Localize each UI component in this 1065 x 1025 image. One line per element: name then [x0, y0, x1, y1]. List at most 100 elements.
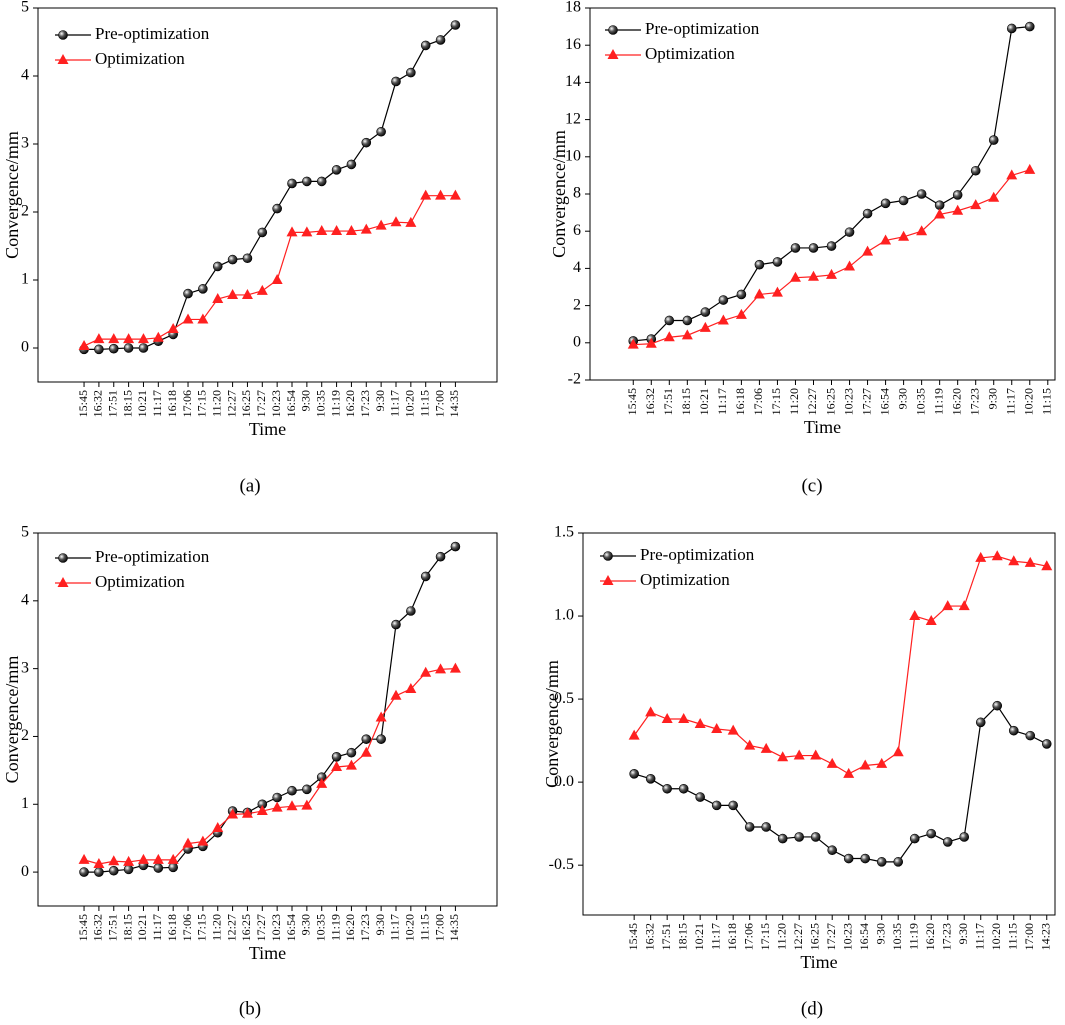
marker-triangle — [123, 333, 135, 344]
marker-circle — [108, 865, 119, 876]
marker-triangle — [345, 759, 357, 770]
x-tick-label: 10:23 — [269, 914, 283, 941]
x-tick-label: 10:20 — [1022, 388, 1036, 415]
x-tick-label: 12:27 — [805, 388, 819, 415]
marker-circle — [909, 833, 920, 844]
marker-circle — [376, 126, 386, 137]
y-tick-label: 8 — [573, 185, 581, 202]
legend-label: Pre-optimization — [640, 545, 755, 564]
marker-circle — [880, 198, 891, 209]
marker-circle — [79, 867, 89, 877]
marker-triangle — [807, 270, 819, 281]
marker-triangle — [952, 204, 964, 215]
marker-triangle — [227, 808, 239, 819]
y-tick-label: 2 — [21, 203, 29, 220]
legend-label: Pre-optimization — [95, 547, 210, 566]
marker-triangle — [810, 749, 822, 760]
marker-triangle — [301, 226, 313, 237]
x-tick-label: 10:23 — [841, 388, 855, 415]
marker-circle — [695, 792, 705, 802]
marker-triangle — [137, 333, 149, 344]
panel: -0.50.00.51.01.515:45 16:32 17:51 18:15 10:2… — [542, 524, 1056, 1019]
marker-circle — [844, 227, 855, 237]
marker-circle — [450, 20, 461, 30]
marker-triangle — [57, 54, 69, 64]
marker-triangle — [167, 853, 179, 864]
marker-triangle — [78, 339, 90, 350]
x-tick-label: 11:20 — [774, 923, 788, 950]
marker-triangle — [826, 757, 838, 768]
x-tick-label: 17:27 — [254, 914, 268, 941]
marker-triangle — [744, 739, 756, 750]
x-tick-label: 16:54 — [284, 914, 298, 941]
x-tick-label: 10:21 — [692, 923, 706, 950]
legend-label: Optimization — [95, 572, 185, 591]
marker-circle — [346, 159, 357, 170]
x-tick-label: 12:27 — [224, 914, 238, 941]
marker-triangle — [405, 216, 417, 227]
marker-triangle — [286, 226, 298, 237]
y-tick-label: 16 — [565, 36, 581, 53]
x-tick-label: 15:45 — [76, 914, 90, 941]
marker-circle — [975, 717, 986, 728]
marker-triangle — [405, 682, 417, 693]
marker-triangle — [345, 225, 357, 236]
x-tick-label: 16:25 — [239, 914, 253, 941]
x-tick-label: 10:35 — [890, 923, 904, 950]
marker-circle — [926, 828, 937, 839]
x-tick-label: 17:00 — [1022, 923, 1036, 950]
x-tick-label: 17:23 — [358, 914, 372, 941]
y-tick-label: 14 — [565, 73, 581, 90]
marker-triangle — [316, 225, 328, 236]
marker-triangle — [681, 329, 693, 340]
x-tick-label: 17:23 — [358, 390, 372, 417]
y-tick-label: 1 — [21, 271, 29, 288]
x-tick-label: 17:06 — [751, 388, 765, 415]
marker-circle — [629, 769, 639, 779]
x-tick-label: 17:51 — [659, 923, 673, 950]
x-tick-label: 9:30 — [873, 923, 887, 944]
marker-circle — [435, 551, 446, 562]
marker-triangle — [93, 857, 105, 868]
marker-triangle — [212, 822, 224, 833]
marker-circle — [711, 800, 722, 811]
marker-triangle — [1006, 169, 1018, 180]
x-tick-label: 11:20 — [787, 388, 801, 415]
marker-triangle — [271, 274, 283, 284]
x-tick-label: 11:15 — [417, 390, 431, 417]
x-tick-label: 10:20 — [403, 914, 417, 941]
marker-circle — [406, 67, 416, 78]
marker-triangle — [435, 189, 447, 200]
marker-circle — [860, 853, 871, 864]
marker-triangle — [699, 321, 711, 332]
panel-caption: (b) — [239, 998, 261, 1019]
x-tick-label: 9:30 — [373, 914, 387, 935]
y-axis-label: Convergence/mm — [549, 130, 569, 258]
marker-circle — [700, 307, 711, 317]
x-tick-label: 17:51 — [661, 388, 675, 415]
x-axis-label: Time — [804, 417, 841, 437]
marker-circle — [790, 243, 801, 253]
y-tick-label: 4 — [573, 259, 581, 276]
marker-circle — [272, 203, 282, 214]
marker-triangle — [727, 724, 739, 735]
marker-circle — [761, 822, 771, 832]
marker-circle — [287, 178, 297, 189]
marker-triangle — [449, 662, 461, 673]
x-tick-label: 11:17 — [388, 914, 402, 941]
marker-triangle — [167, 322, 179, 333]
marker-circle — [645, 774, 656, 784]
x-tick-label: 16:18 — [165, 914, 179, 941]
marker-triangle — [152, 853, 164, 864]
x-tick-label: 17:15 — [769, 388, 783, 415]
plot-frame — [37, 532, 498, 907]
x-tick-label: 10:23 — [840, 923, 854, 950]
marker-triangle — [843, 767, 855, 778]
x-tick-label: 11:17 — [150, 390, 164, 417]
marker-triangle — [390, 689, 402, 700]
marker-triangle — [909, 610, 921, 621]
x-tick-label: 17:00 — [432, 390, 446, 417]
x-tick-label: 17:27 — [859, 388, 873, 415]
x-tick-label: 11:19 — [906, 923, 920, 950]
